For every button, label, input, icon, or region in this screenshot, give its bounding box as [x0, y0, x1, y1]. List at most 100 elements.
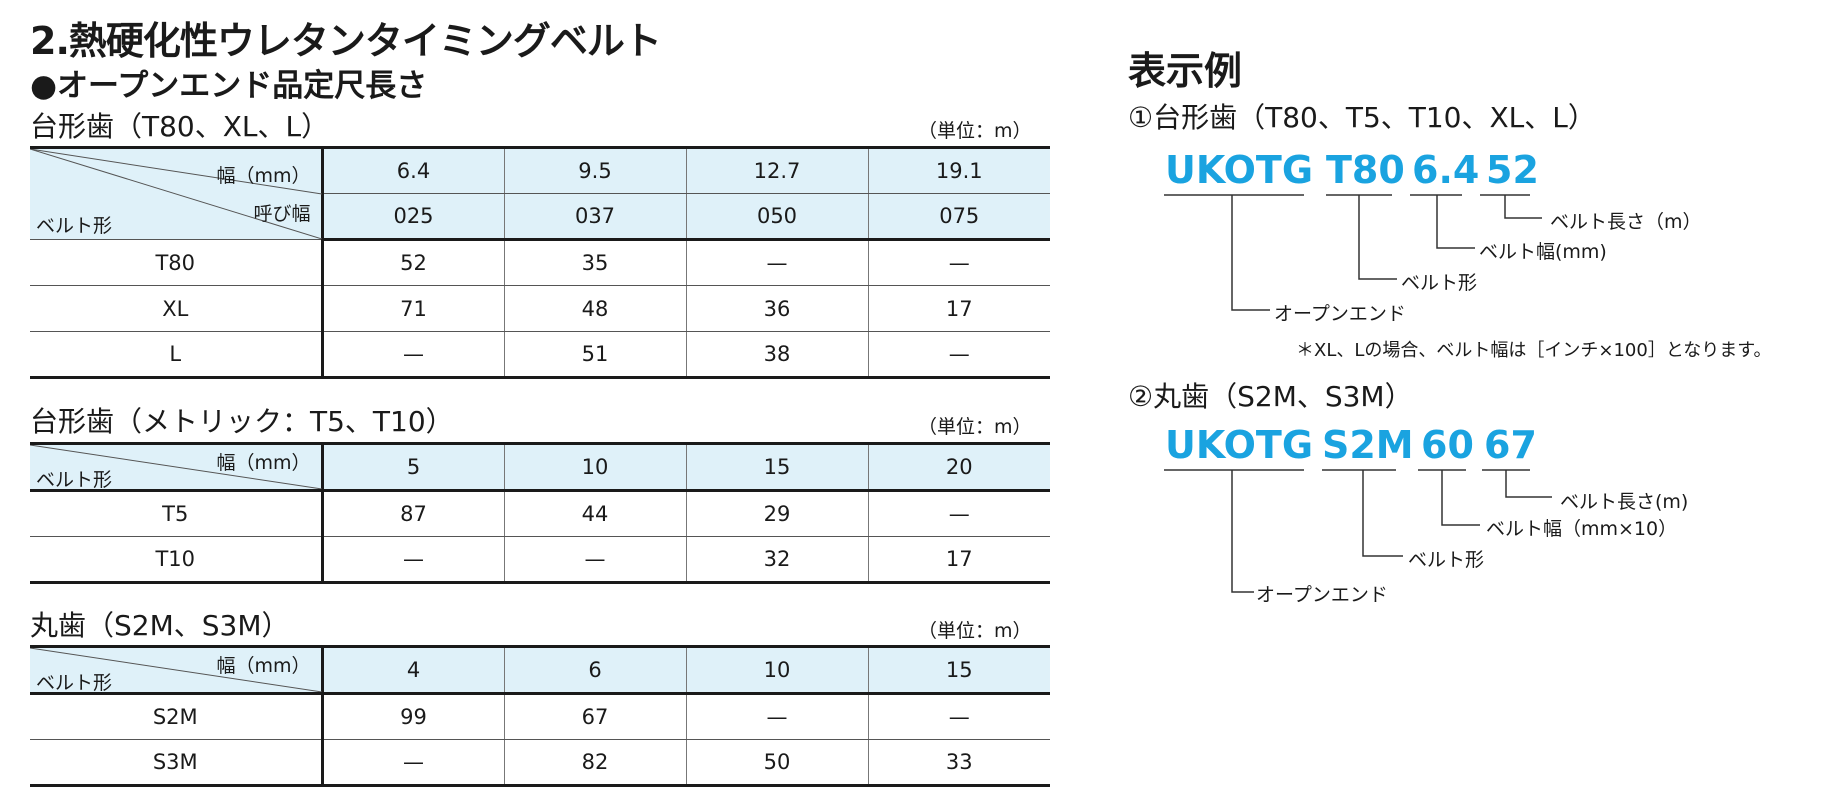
example1-label-width: ベルト幅(mm)	[1479, 241, 1607, 263]
table1-belt-label: ベルト形	[36, 215, 113, 237]
table2-title: 台形歯（メトリック：T5、T10）	[30, 405, 454, 438]
table1-width-row: 幅（mm） 呼び幅 ベルト形 6.4 9.5 12.7 19.1	[30, 146, 1050, 240]
table2-corner-cell: 幅（mm） ベルト形	[30, 442, 324, 492]
table1-title: 台形歯（T80、XL、L）	[30, 110, 330, 143]
example2-label-type: ベルト形	[1408, 549, 1485, 571]
length-cell: 29	[685, 490, 868, 537]
table3-width-row: 幅（mm） ベルト形 4 6 10 15	[30, 645, 1050, 695]
table2-width: 10	[503, 442, 686, 492]
table3-title: 丸歯（S2M、S3M）	[30, 609, 290, 642]
length-cell: —	[322, 739, 504, 787]
example2-leader-lines	[1164, 469, 1552, 593]
example1-code-series: UKOTG	[1165, 148, 1314, 192]
example2-code-type: S2M	[1322, 423, 1414, 467]
example1-code-length: 52	[1486, 148, 1539, 192]
table1-width: 19.1	[867, 146, 1050, 194]
table-row: T5 87 44 29 —	[30, 490, 1050, 537]
length-cell: —	[503, 536, 686, 584]
table2-width: 15	[685, 442, 868, 492]
example2-label-open-end: オープンエンド	[1256, 584, 1388, 606]
table-row: T80 52 35 — —	[30, 239, 1050, 286]
length-cell: —	[867, 693, 1050, 740]
example1-code-width: 6.4	[1412, 148, 1480, 192]
table2-width-label: 幅（mm）	[216, 452, 311, 474]
page-title: 2.熱硬化性ウレタンタイミングベルト	[30, 19, 662, 63]
length-cell: 35	[503, 239, 686, 286]
length-cell: 48	[503, 285, 686, 332]
length-cell: 44	[503, 490, 686, 537]
example-title: 表示例	[1128, 49, 1243, 93]
length-cell: —	[685, 239, 868, 286]
example1-subtitle: ①台形歯（T80、T5、T10、XL、L）	[1128, 101, 1596, 134]
length-cell: 17	[867, 285, 1050, 332]
table1: 幅（mm） 呼び幅 ベルト形 6.4 9.5 12.7 19.1 025 037…	[30, 146, 1050, 379]
example1-label-length: ベルト長さ（m）	[1550, 211, 1702, 233]
table1-nominal: 025	[322, 193, 504, 241]
length-cell: 50	[685, 739, 868, 787]
belt-type-cell: S3M	[30, 739, 324, 787]
length-cell: —	[867, 239, 1050, 286]
table3: 幅（mm） ベルト形 4 6 10 15 S2M 99 67 — — S3M —…	[30, 645, 1050, 787]
example2-code-length: 67	[1484, 423, 1537, 467]
example2-label-width: ベルト幅（mm×10）	[1486, 518, 1678, 540]
table-row: T10 — — 32 17	[30, 536, 1050, 584]
table3-unit: （単位：m）	[918, 620, 1032, 642]
table2-width: 5	[322, 442, 504, 492]
table1-width-label: 幅（mm）	[216, 165, 311, 187]
table1-nominal: 050	[685, 193, 868, 241]
table-row: L — 51 38 —	[30, 331, 1050, 379]
length-cell: 38	[685, 331, 868, 379]
table2-unit: （単位：m）	[918, 416, 1032, 438]
length-cell: 32	[685, 536, 868, 584]
table-row: S3M — 82 50 33	[30, 739, 1050, 787]
length-cell: 82	[503, 739, 686, 787]
length-cell: 71	[322, 285, 504, 332]
table-row: XL 71 48 36 17	[30, 285, 1050, 332]
length-cell: 36	[685, 285, 868, 332]
example1-label-type: ベルト形	[1401, 272, 1478, 294]
length-cell: —	[322, 536, 504, 584]
table2: 幅（mm） ベルト形 5 10 15 20 T5 87 44 29 — T10 …	[30, 442, 1050, 584]
length-cell: —	[685, 693, 868, 740]
belt-type-cell: T5	[30, 490, 324, 537]
length-cell: —	[867, 490, 1050, 537]
belt-type-cell: L	[30, 331, 324, 379]
table3-width: 6	[503, 645, 686, 695]
example1-label-open-end: オープンエンド	[1274, 303, 1406, 325]
table-row: S2M 99 67 — —	[30, 693, 1050, 740]
length-cell: 17	[867, 536, 1050, 584]
table1-nominal-label: 呼び幅	[253, 203, 311, 225]
example2-code-width: 60	[1421, 423, 1474, 467]
table3-corner-cell: 幅（mm） ベルト形	[30, 645, 324, 695]
table2-diagonal	[30, 445, 322, 489]
length-cell: 33	[867, 739, 1050, 787]
example2-subtitle: ②丸歯（S2M、S3M）	[1128, 380, 1413, 413]
belt-type-cell: XL	[30, 285, 324, 332]
table3-width: 15	[867, 645, 1050, 695]
table2-width-row: 幅（mm） ベルト形 5 10 15 20	[30, 442, 1050, 492]
table1-width: 9.5	[503, 146, 686, 194]
length-cell: 51	[503, 331, 686, 379]
table1-nominal: 037	[503, 193, 686, 241]
table1-nominal-row: 025 037 050 075	[30, 193, 1050, 241]
table3-width: 10	[685, 645, 868, 695]
table1-nominal: 075	[867, 193, 1050, 241]
table1-width: 12.7	[685, 146, 868, 194]
belt-type-cell: T80	[30, 239, 324, 286]
example2-label-length: ベルト長さ(m)	[1560, 491, 1689, 513]
example1-note: ＊XL、Lの場合、ベルト幅は［インチ×100］となります。	[1296, 340, 1772, 361]
table1-diagonals	[30, 149, 322, 239]
belt-type-cell: S2M	[30, 693, 324, 740]
table2-belt-label: ベルト形	[36, 469, 113, 491]
table3-width: 4	[322, 645, 504, 695]
table1-corner-cell: 幅（mm） 呼び幅 ベルト形	[30, 146, 324, 240]
length-cell: 52	[322, 239, 504, 286]
table1-width: 6.4	[322, 146, 504, 194]
length-cell: 87	[322, 490, 504, 537]
length-cell: —	[867, 331, 1050, 379]
example1-code-type: T80	[1326, 148, 1405, 192]
table1-unit: （単位：m）	[918, 120, 1032, 142]
table2-width: 20	[867, 442, 1050, 492]
length-cell: —	[322, 331, 504, 379]
example1-leader-lines	[1164, 194, 1542, 311]
